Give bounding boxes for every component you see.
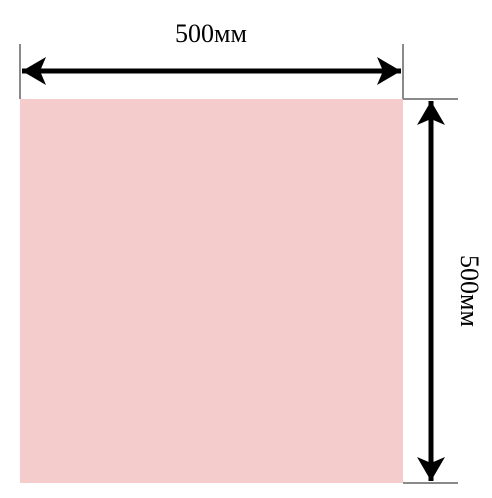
square-panel (20, 99, 403, 483)
width-dimension-arrow (22, 57, 401, 85)
height-dimension-arrow (417, 101, 445, 481)
height-label: 500мм (455, 255, 484, 327)
width-label: 500мм (175, 19, 247, 48)
